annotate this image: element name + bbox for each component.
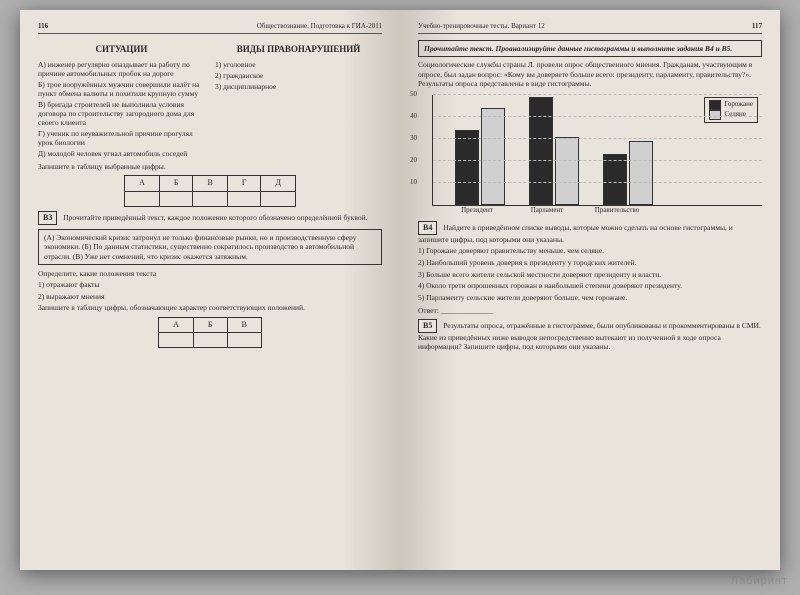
types-column: ВИДЫ ПРАВОНАРУШЕНИЙ 1) уголовное 2) граж… [215, 40, 382, 160]
b4-answer: Ответ: ______________ [418, 306, 762, 316]
th-a: А [125, 176, 160, 191]
b3-instr: Прочитайте приведённый текст, каждое пол… [63, 213, 367, 222]
b3-task: Определите, какие положения текста [38, 269, 382, 278]
th2-v: В [227, 317, 261, 332]
b3-table-instr: Запишите в таблицу цифры, обозначающие х… [38, 303, 382, 312]
y-tick: 30 [410, 134, 417, 143]
th-d: Д [261, 176, 295, 191]
b4-instr: Найдите в приведённом списке выводы, кот… [418, 223, 733, 244]
x-label: Президент [448, 206, 506, 215]
situation-a: А) инженер регулярно опаздывает на работ… [38, 60, 205, 78]
types-title: ВИДЫ ПРАВОНАРУШЕНИЙ [215, 44, 382, 56]
right-page: Учебно-тренировочные тесты. Вариант 12 1… [400, 10, 780, 570]
page-number-right: 117 [752, 22, 762, 31]
th2-a: А [159, 317, 194, 332]
b5-row: В5 Результаты опроса, отражённые в гисто… [418, 319, 762, 352]
b3-label: В3 [38, 211, 57, 225]
type-3: 3) дисциплинарное [215, 82, 382, 91]
answer-table-3: А Б В [158, 317, 262, 349]
bar [629, 141, 653, 205]
answer-table-5: А Б В Г Д [124, 175, 296, 207]
th-b: Б [159, 176, 193, 191]
intro-text: Социологические службы страны Л. провели… [418, 60, 762, 88]
type-2: 2) гражданское [215, 71, 382, 80]
th2-b: Б [193, 317, 227, 332]
bar [603, 154, 627, 204]
b3-opt2: 2) выражают мнения [38, 292, 382, 301]
situation-d: Д) молодой человек угнал автомобиль сосе… [38, 149, 205, 158]
bar-group [455, 108, 505, 205]
bar [481, 108, 505, 205]
table-instruction: Запишите в таблицу выбранные цифры. [38, 162, 382, 171]
bar-group [529, 97, 579, 205]
situations-column: СИТУАЦИИ А) инженер регулярно опаздывает… [38, 40, 205, 160]
y-tick: 40 [410, 112, 417, 121]
top-instruction: Прочитайте текст. Проанализируйте данные… [418, 40, 762, 57]
th-v: В [193, 176, 227, 191]
b3-opt1: 1) отражают факты [38, 280, 382, 289]
two-column-block: СИТУАЦИИ А) инженер регулярно опаздывает… [38, 40, 382, 160]
type-1: 1) уголовное [215, 60, 382, 69]
page-header-left: 116 Обществознание. Подготовка к ГИА-201… [38, 22, 382, 34]
b5-text: Результаты опроса, отражённые в гистогра… [418, 321, 761, 351]
b5-label: В5 [418, 319, 437, 333]
left-page: 116 Обществознание. Подготовка к ГИА-201… [20, 10, 400, 570]
x-label: Парламент [518, 206, 576, 215]
bar [555, 137, 579, 205]
y-tick: 20 [410, 156, 417, 165]
bar [529, 97, 553, 205]
b4-item-5: 5) Парламенту сельские жители доверяют б… [418, 293, 762, 303]
bar [455, 130, 479, 205]
b4-item-1: 1) Горожане доверяют правительству меньш… [418, 246, 762, 256]
b4-list: 1) Горожане доверяют правительству меньш… [418, 246, 762, 303]
x-label: Правительство [588, 206, 646, 215]
situations-title: СИТУАЦИИ [38, 44, 205, 56]
histogram-chart: Горожане Селяне 1020304050 ПрезидентПарл… [418, 95, 762, 215]
situation-v: В) бригада строителей не выполнила услов… [38, 100, 205, 127]
b3-row: В3 Прочитайте приведённый текст, каждое … [38, 211, 382, 225]
header-title-right: Учебно-тренировочные тесты. Вариант 12 [418, 22, 545, 31]
y-tick: 50 [410, 90, 417, 99]
header-title: Обществознание. Подготовка к ГИА-2011 [257, 22, 382, 31]
b4-label: В4 [418, 221, 437, 235]
b4-row: В4 Найдите в приведённом списке выводы, … [418, 221, 762, 244]
b3-boxed-text: (А) Экономический кризис затронул не тол… [38, 229, 382, 265]
situation-g: Г) ученик по неуважительной причине прог… [38, 129, 205, 147]
page-number: 116 [38, 22, 48, 31]
bar-group [603, 141, 653, 205]
watermark: Лабиринт [731, 575, 788, 587]
b4-item-4: 4) Около трети опрошенных горожан в наиб… [418, 281, 762, 291]
b4-item-3: 3) Больше всего жители сельской местност… [418, 270, 762, 280]
situation-b: Б) трое вооружённых мужчин совершили нал… [38, 80, 205, 98]
y-tick: 10 [410, 178, 417, 187]
page-header-right: Учебно-тренировочные тесты. Вариант 12 1… [418, 22, 762, 34]
b4-item-2: 2) Наибольший уровень доверия к президен… [418, 258, 762, 268]
book-spread: 116 Обществознание. Подготовка к ГИА-201… [20, 10, 780, 570]
th-g: Г [227, 176, 261, 191]
